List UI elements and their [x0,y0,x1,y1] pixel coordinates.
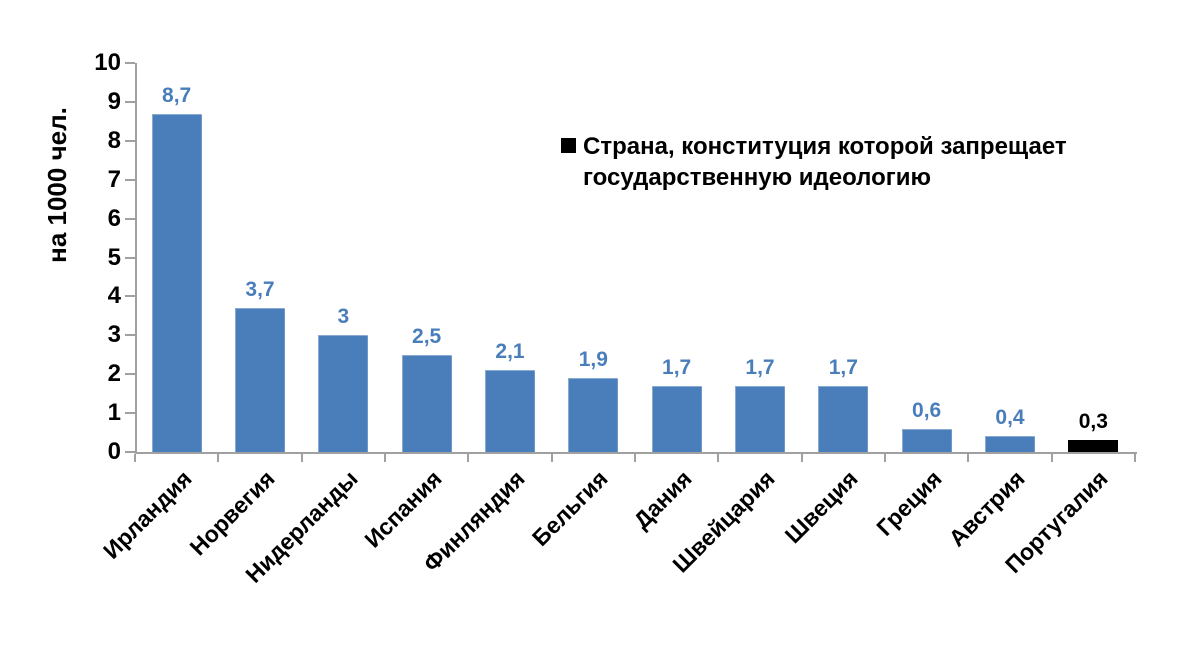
y-tick [125,373,135,376]
x-tick [967,454,970,462]
y-tick-label: 5 [107,243,121,271]
legend-label-line: Страна, конституция которой запрещает [583,133,1067,160]
bar [151,114,202,452]
y-tick-label: 7 [107,165,121,193]
bar [318,335,369,452]
y-tick [125,295,135,298]
value-label: 1,7 [828,356,858,379]
y-tick-label: 8 [107,126,121,154]
x-tick [634,454,636,462]
legend: Страна, конституция которой запрещает гос… [561,131,1067,193]
y-tick [125,256,135,259]
category-label: Нидерланды [240,465,364,588]
y-tick [125,217,135,220]
bar [735,386,785,452]
category-label: Испания [359,465,447,553]
category-label: Дания [627,465,697,534]
bar [651,386,702,452]
y-tick [125,451,135,453]
x-tick [717,454,720,462]
value-label: 1,9 [578,348,608,371]
y-tick [125,412,135,415]
value-label: 0,6 [912,399,942,422]
value-label: 0,3 [1078,410,1108,433]
bar [818,386,869,452]
x-tick [1050,454,1053,462]
y-tick [125,178,135,181]
y-tick-label: 2 [107,360,121,388]
x-tick [550,454,553,462]
y-tick-label: 6 [107,204,121,232]
value-label: 8,7 [162,84,192,107]
x-tick [134,454,136,462]
bar [901,429,952,452]
y-tick-label: 9 [107,87,121,115]
value-label: 1,7 [662,356,692,379]
bar [485,370,535,452]
bar [568,378,619,452]
bar [985,436,1035,452]
y-tick-label: 0 [107,438,121,465]
category-label: Греция [870,465,947,541]
y-tick [125,62,135,64]
y-tick [125,100,135,103]
bar [235,308,285,452]
bar [401,355,452,452]
category-label: Ирландия [97,465,197,564]
y-tick-label: 1 [107,399,121,427]
y-tick [125,139,135,142]
value-label: 3 [337,305,350,328]
bar-highlighted [1068,440,1119,452]
value-label: 2,1 [495,340,525,363]
y-tick-label: 3 [107,321,121,349]
category-label: Швейцария [667,465,780,578]
y-axis-line [135,63,137,454]
y-tick-label: 4 [107,282,121,310]
category-label: Португалия [1000,465,1114,579]
category-label: Австрия [943,465,1030,552]
y-tick [125,334,135,337]
value-label: 2,5 [412,325,442,348]
category-label: Швеция [779,465,864,549]
legend-marker-square-icon [561,138,576,153]
x-tick [467,454,470,462]
x-tick [884,454,886,462]
category-label: Норвегия [184,465,280,561]
x-tick [1134,454,1136,462]
x-tick [384,454,386,462]
x-axis-line [135,452,1137,454]
x-tick [217,454,220,462]
category-label: Финляндия [418,465,530,577]
value-label: 0,4 [995,406,1025,429]
legend-label: Страна, конституция которой запрещает гос… [583,131,1067,193]
y-tick-label: 10 [94,49,121,76]
x-tick [800,454,803,462]
legend-label-line: государственную идеологию [583,164,931,191]
value-label: 1,7 [745,356,775,379]
value-label: 3,7 [245,278,275,301]
category-label: Бельгия [527,465,614,552]
x-tick [300,454,303,462]
